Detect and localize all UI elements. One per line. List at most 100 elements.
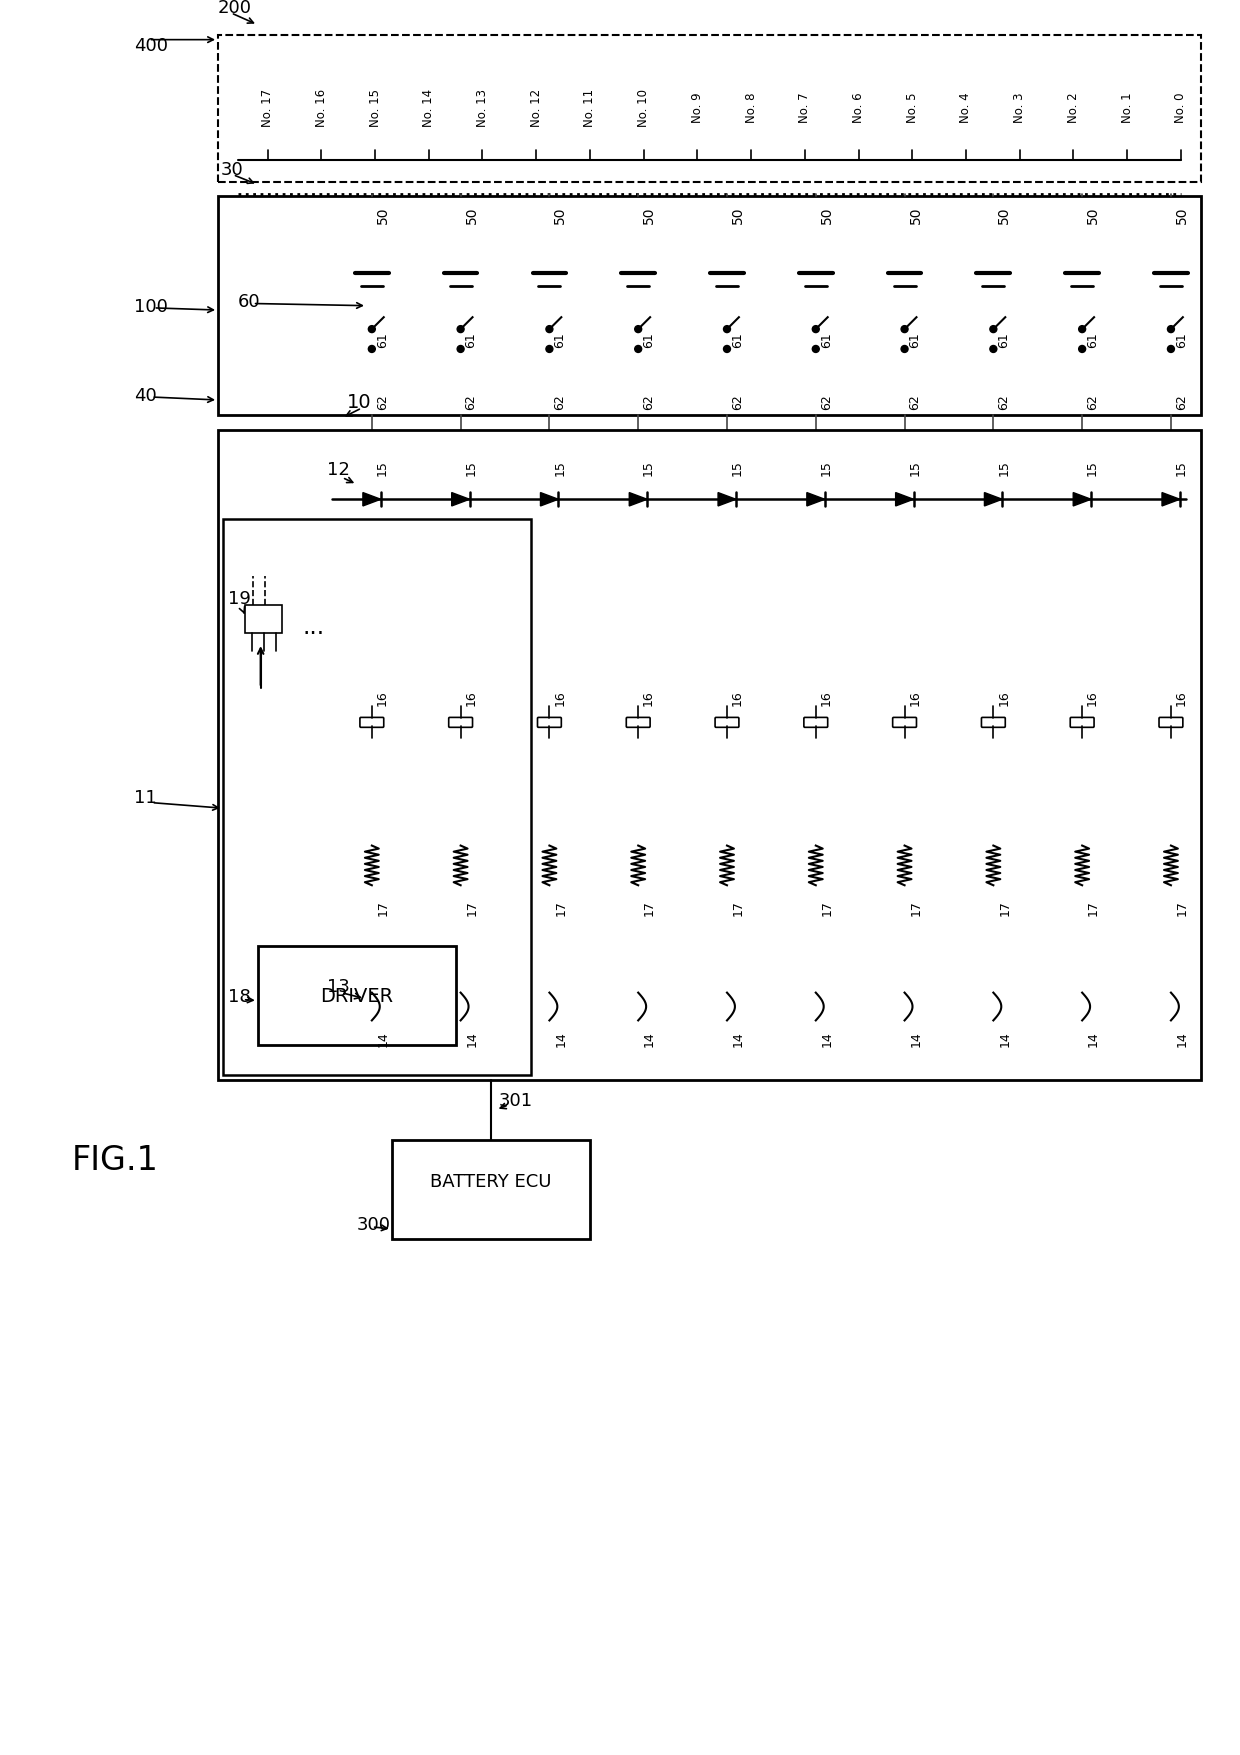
Text: 300: 300	[357, 1214, 391, 1234]
Circle shape	[1168, 346, 1174, 353]
Text: No. 10: No. 10	[637, 90, 650, 126]
Text: 17: 17	[554, 900, 568, 916]
Polygon shape	[541, 493, 558, 507]
Text: 61: 61	[642, 332, 655, 347]
Text: 61: 61	[465, 332, 477, 347]
Polygon shape	[807, 493, 825, 507]
Circle shape	[1168, 326, 1174, 333]
Circle shape	[723, 326, 730, 333]
Text: 14: 14	[1087, 1030, 1100, 1046]
Text: 11: 11	[134, 788, 156, 807]
Text: 40: 40	[134, 386, 156, 405]
Text: 50: 50	[820, 207, 833, 225]
Text: 50: 50	[730, 207, 745, 225]
Text: 200: 200	[218, 0, 252, 18]
Circle shape	[368, 346, 376, 353]
Text: 61: 61	[909, 332, 921, 347]
Text: 15: 15	[1086, 460, 1099, 476]
Polygon shape	[451, 493, 470, 507]
Text: 400: 400	[134, 37, 167, 54]
Text: No. 4: No. 4	[960, 93, 972, 123]
Circle shape	[1079, 326, 1086, 333]
Text: 12: 12	[327, 462, 350, 479]
Text: 62: 62	[1176, 393, 1188, 409]
Bar	[258, 946, 456, 1046]
Text: 61: 61	[376, 332, 389, 347]
Polygon shape	[895, 493, 914, 507]
Text: 50: 50	[642, 207, 656, 225]
Text: ...: ...	[303, 614, 325, 639]
Polygon shape	[629, 493, 647, 507]
Text: No. 6: No. 6	[852, 93, 866, 123]
Text: No. 3: No. 3	[1013, 93, 1027, 123]
Text: 17: 17	[465, 900, 479, 916]
Text: 61: 61	[1176, 332, 1188, 347]
Text: 14: 14	[998, 1030, 1012, 1046]
Text: No. 0: No. 0	[1174, 93, 1188, 123]
Text: 15: 15	[553, 460, 567, 476]
Text: 14: 14	[1176, 1030, 1189, 1046]
Circle shape	[635, 326, 641, 333]
Text: 17: 17	[1176, 900, 1189, 916]
Text: 62: 62	[1086, 393, 1099, 409]
Text: 62: 62	[642, 393, 655, 409]
Text: 30: 30	[221, 161, 244, 179]
Text: 18: 18	[228, 986, 250, 1006]
Text: 10: 10	[347, 393, 372, 412]
Text: 15: 15	[376, 460, 389, 476]
Text: 16: 16	[1086, 690, 1099, 706]
Text: No. 15: No. 15	[368, 90, 382, 126]
Bar	[218, 197, 1200, 416]
Polygon shape	[985, 493, 1002, 507]
Text: 17: 17	[644, 900, 656, 916]
Polygon shape	[1073, 493, 1091, 507]
Text: 16: 16	[909, 690, 921, 706]
Text: No. 12: No. 12	[529, 90, 543, 126]
Text: No. 14: No. 14	[423, 90, 435, 126]
Text: 301: 301	[498, 1092, 533, 1109]
Text: 13: 13	[327, 978, 350, 995]
Text: 17: 17	[998, 900, 1012, 916]
Text: 100: 100	[134, 298, 167, 316]
Text: 50: 50	[465, 207, 479, 225]
Circle shape	[723, 346, 730, 353]
Text: 62: 62	[465, 393, 477, 409]
Bar	[392, 1141, 590, 1239]
Text: No. 2: No. 2	[1066, 93, 1080, 123]
Circle shape	[458, 346, 464, 353]
Text: 61: 61	[820, 332, 833, 347]
Text: 60: 60	[238, 293, 260, 311]
Text: 16: 16	[553, 690, 567, 706]
Circle shape	[635, 346, 641, 353]
Text: 62: 62	[730, 393, 744, 409]
Text: 16: 16	[465, 690, 477, 706]
Circle shape	[1079, 346, 1086, 353]
Text: 16: 16	[820, 690, 833, 706]
Text: 62: 62	[376, 393, 389, 409]
Text: DRIVER: DRIVER	[320, 986, 393, 1006]
Text: No. 17: No. 17	[262, 90, 274, 126]
Text: 15: 15	[730, 460, 744, 476]
Text: 50: 50	[909, 207, 923, 225]
Text: 50: 50	[376, 207, 389, 225]
Text: 17: 17	[1087, 900, 1100, 916]
Polygon shape	[1162, 493, 1180, 507]
Circle shape	[812, 326, 820, 333]
Text: No. 11: No. 11	[584, 90, 596, 126]
Text: 15: 15	[997, 460, 1011, 476]
Text: 14: 14	[465, 1030, 479, 1046]
Text: 62: 62	[997, 393, 1011, 409]
Text: 14: 14	[554, 1030, 568, 1046]
Text: 14: 14	[732, 1030, 745, 1046]
Text: 14: 14	[377, 1030, 389, 1046]
Text: 17: 17	[732, 900, 745, 916]
Text: No. 8: No. 8	[744, 93, 758, 123]
Text: 62: 62	[553, 393, 567, 409]
Bar	[244, 605, 283, 634]
Text: 17: 17	[909, 900, 923, 916]
Text: FIG.1: FIG.1	[72, 1143, 159, 1176]
Circle shape	[368, 326, 376, 333]
Polygon shape	[363, 493, 381, 507]
Text: 50: 50	[1176, 207, 1189, 225]
Text: 14: 14	[909, 1030, 923, 1046]
